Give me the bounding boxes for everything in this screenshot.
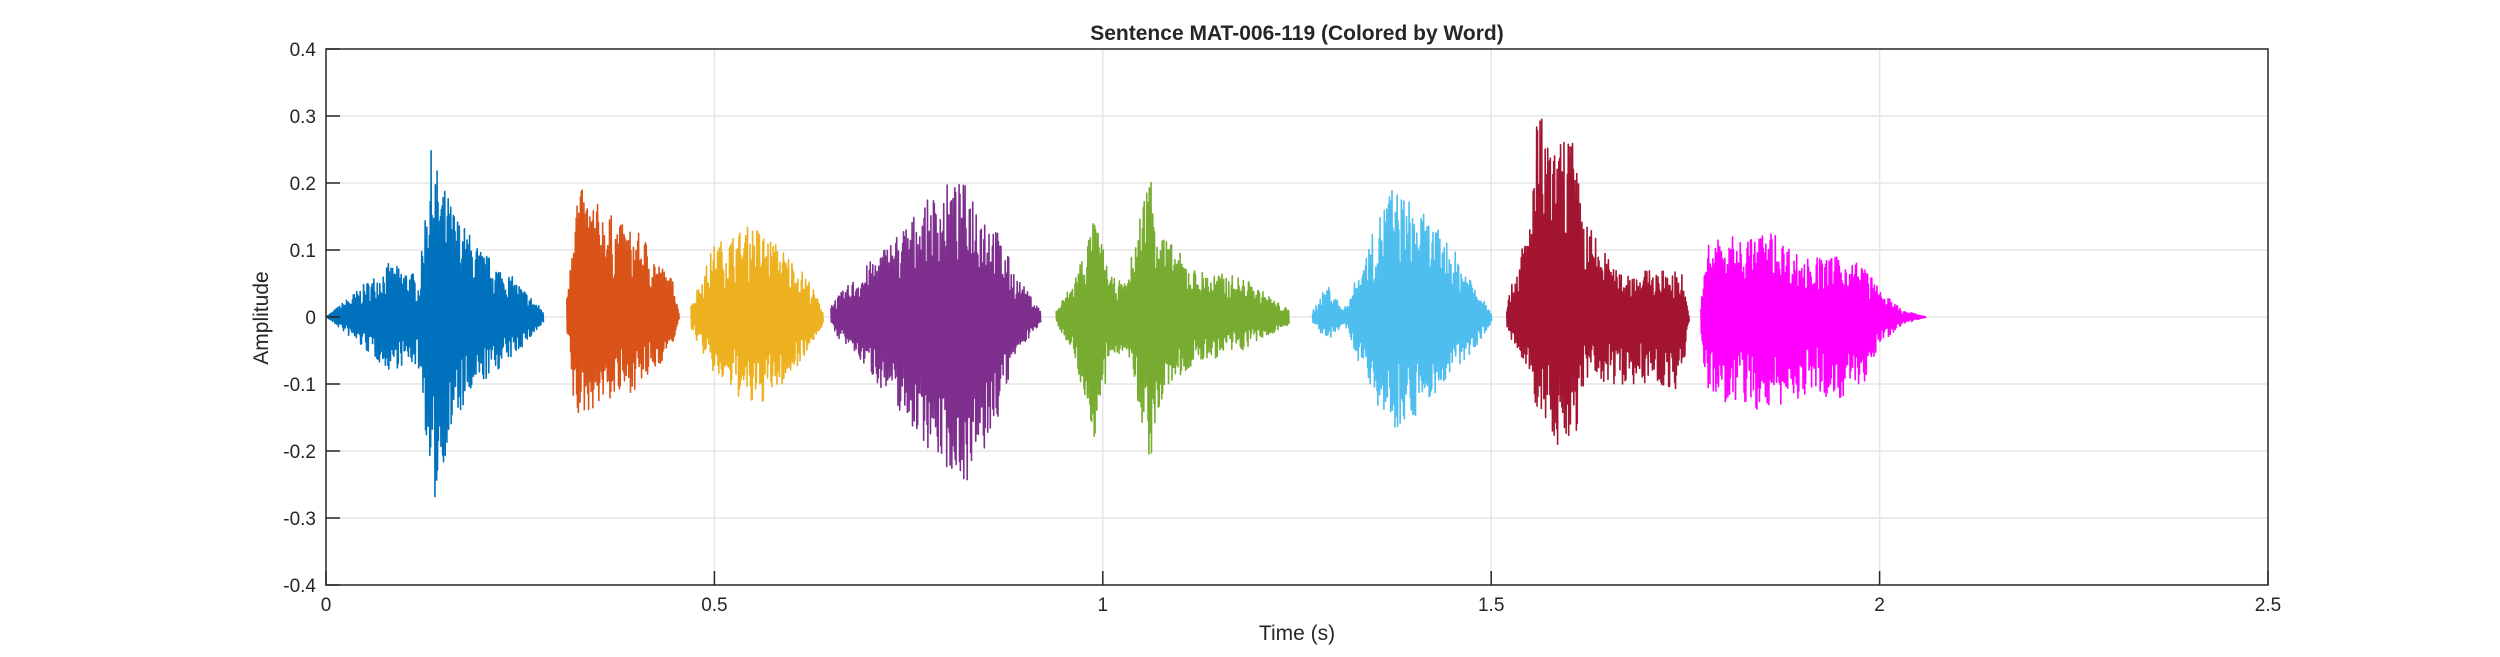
waveform-series-8 xyxy=(1700,233,1927,410)
y-tick: -0.3 xyxy=(283,509,340,530)
y-tick: 0.1 xyxy=(290,241,340,262)
y-tick-label: 0.1 xyxy=(290,241,316,262)
waveform-series-7 xyxy=(1505,118,1690,445)
y-tick: 0.2 xyxy=(290,174,340,195)
y-tick: -0.4 xyxy=(283,576,340,597)
y-tick: -0.2 xyxy=(283,442,340,463)
y-tick: 0.4 xyxy=(290,40,340,61)
y-tick-label: -0.3 xyxy=(283,509,316,530)
y-tick-label: -0.4 xyxy=(283,576,316,597)
y-tick-label: 0.4 xyxy=(290,40,317,61)
y-tick: 0 xyxy=(305,308,340,329)
x-tick: 1.5 xyxy=(1478,571,1504,616)
x-tick: 2.5 xyxy=(2255,571,2281,616)
waveform-series-3 xyxy=(690,226,824,402)
y-tick: 0.3 xyxy=(290,107,340,128)
waveform-series-5 xyxy=(1055,181,1290,455)
y-tick-label: 0.2 xyxy=(290,174,316,195)
x-tick-label: 2 xyxy=(1874,595,1885,616)
x-tick: 1 xyxy=(1098,571,1109,616)
x-axis-label: Time (s) xyxy=(1259,622,1335,645)
x-tick-label: 1.5 xyxy=(1478,595,1504,616)
y-tick-label: -0.1 xyxy=(283,375,316,396)
x-tick-label: 2.5 xyxy=(2255,595,2281,616)
waveform-series-group xyxy=(325,118,1927,498)
x-tick-label: 1 xyxy=(1098,595,1109,616)
x-tick: 0.5 xyxy=(701,571,728,616)
y-axis-ticks: -0.4 -0.3 -0.2 -0.1 0 0.1 0.2 0.3 0.4 xyxy=(283,40,340,597)
chart-title: Sentence MAT-006-119 (Colored by Word) xyxy=(1090,22,1503,45)
waveform-series-2 xyxy=(566,189,680,414)
y-tick-label: 0 xyxy=(305,308,316,329)
x-tick: 2 xyxy=(1874,571,1885,616)
x-tick-label: 0.5 xyxy=(701,595,727,616)
y-tick-label: -0.2 xyxy=(283,442,316,463)
x-tick: 0 xyxy=(321,571,332,616)
grid-lines xyxy=(326,49,2268,585)
y-axis-label: Amplitude xyxy=(250,271,273,364)
waveform-series-1 xyxy=(325,150,545,498)
x-axis-ticks: 0 0.5 1 1.5 2 2.5 xyxy=(321,571,2281,616)
waveform-series-4 xyxy=(830,183,1042,481)
waveform-series-6 xyxy=(1311,189,1493,428)
y-tick-label: 0.3 xyxy=(290,107,316,128)
y-tick: -0.1 xyxy=(283,375,340,396)
x-tick-label: 0 xyxy=(321,595,332,616)
